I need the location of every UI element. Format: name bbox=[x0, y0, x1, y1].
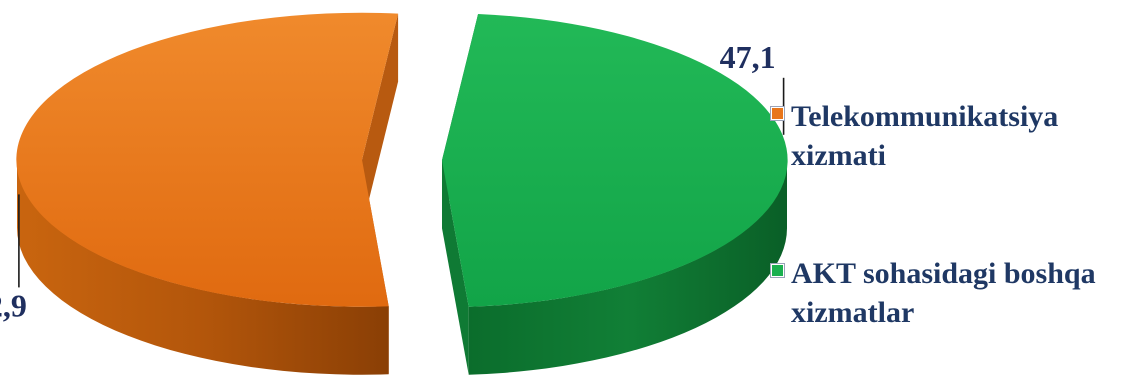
data-label-telekommunikatsiya: 52,9 bbox=[0, 287, 27, 323]
legend-item-telekommunikatsiya: Telekommunikatsiya xizmati bbox=[770, 97, 1121, 175]
legend-item-akt: AKT sohasidagi boshqa xizmatlar bbox=[770, 254, 1121, 332]
slice-wall bbox=[442, 160, 469, 375]
data-label-akt: 47,1 bbox=[720, 39, 776, 75]
legend-label: Telekommunikatsiya xizmati bbox=[791, 100, 1059, 172]
slice-akt bbox=[442, 14, 788, 375]
slice-wall bbox=[362, 13, 399, 228]
legend-swatch-green bbox=[770, 263, 785, 278]
slice-side bbox=[468, 160, 788, 375]
legend-swatch-orange bbox=[770, 106, 785, 121]
legend: Telekommunikatsiya xizmati AKT sohasidag… bbox=[770, 0, 1128, 380]
slice-side bbox=[17, 159, 389, 375]
slice-top bbox=[16, 12, 399, 307]
slice-top bbox=[442, 14, 788, 307]
slice-telekommunikatsiya bbox=[16, 12, 399, 375]
legend-label: AKT sohasidagi boshqa xizmatlar bbox=[791, 257, 1096, 329]
